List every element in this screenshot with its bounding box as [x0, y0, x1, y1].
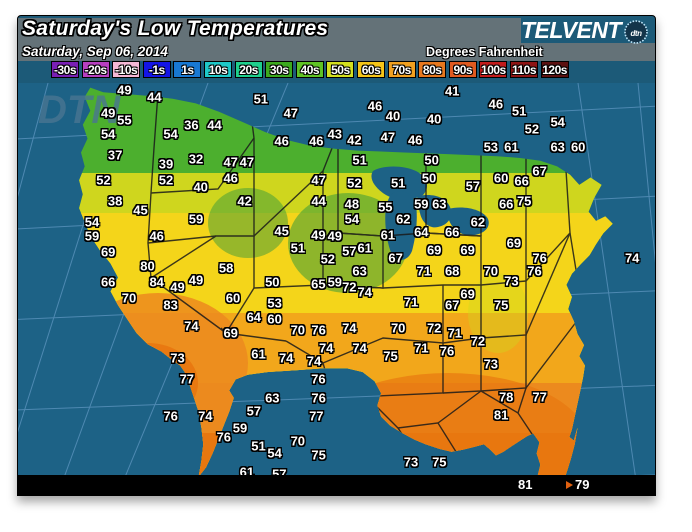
svg-text:dtn: dtn — [631, 29, 643, 38]
